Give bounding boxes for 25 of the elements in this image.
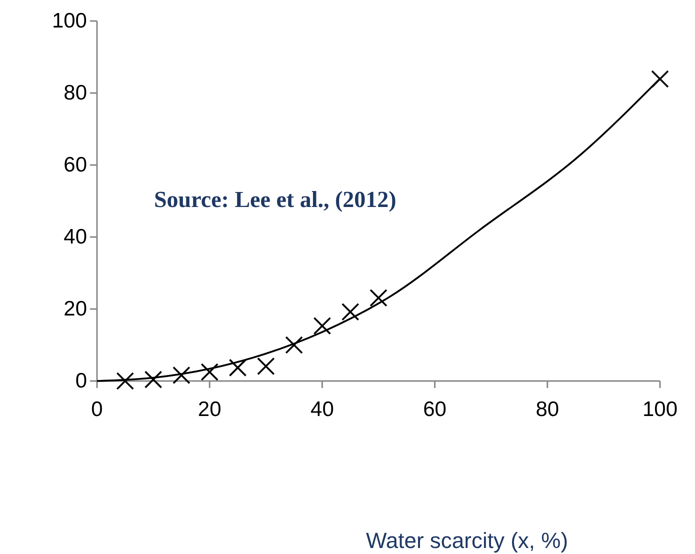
y-tick-label: 100 — [52, 10, 87, 33]
x-tick-label: 80 — [536, 398, 560, 422]
point — [228, 358, 247, 377]
point — [341, 302, 360, 321]
y-tick-label: 80 — [64, 82, 87, 105]
point — [285, 336, 303, 354]
x-tick-label: 20 — [198, 398, 222, 422]
y-tick-label: 60 — [64, 154, 87, 177]
point — [116, 372, 134, 390]
x-tick-label: 60 — [423, 398, 446, 422]
annotation: Source: Lee et al., (2012) — [154, 187, 396, 212]
point — [172, 366, 190, 384]
y-tick-label: 40 — [64, 226, 87, 249]
point — [200, 363, 218, 381]
point — [257, 357, 275, 376]
point — [370, 288, 388, 307]
x-tick-label: 100 — [642, 398, 678, 422]
y-tick-label: 0 — [75, 370, 87, 393]
x-tick-label: 40 — [310, 398, 334, 422]
y-tick-label: 20 — [64, 298, 87, 321]
point — [144, 370, 162, 388]
point — [651, 70, 669, 88]
x-axis-title: Water scarcity (x, %) — [366, 528, 568, 553]
point — [313, 317, 332, 335]
x-tick-label: 0 — [91, 398, 103, 422]
